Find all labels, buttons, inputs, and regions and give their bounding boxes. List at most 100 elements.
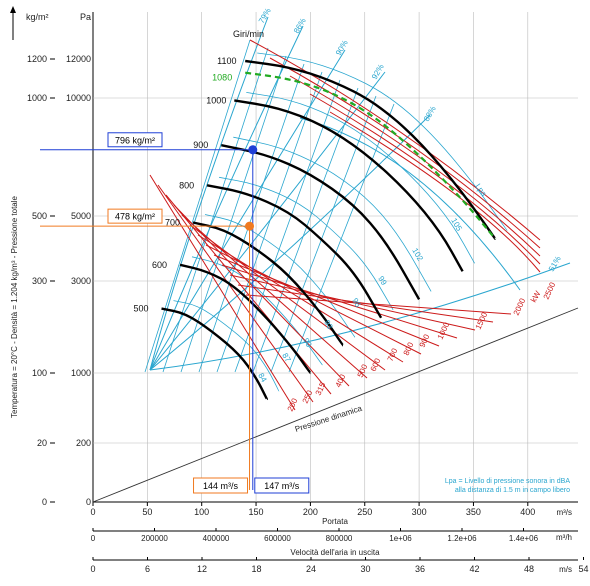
x3-tick-label: 18: [251, 564, 261, 574]
rpm-curve-label: 500: [133, 304, 148, 314]
op-point-marker: [248, 145, 258, 155]
x2-tick-label: 200000: [141, 534, 168, 543]
efficiency-curve: [149, 71, 386, 371]
outer-y-tick-label: 300: [32, 276, 47, 286]
x3-axis-label: Velocità dell'aria in uscita: [290, 548, 380, 557]
x3-tick-label: 24: [306, 564, 316, 574]
rpm-curve: [234, 99, 464, 272]
x3-tick-label: 30: [360, 564, 370, 574]
power-label: 250: [301, 388, 315, 404]
power-label: 900: [418, 332, 432, 348]
rpm-curve: [179, 263, 312, 375]
x-axis-unit: m³/s: [556, 508, 572, 517]
outer-y-tick-label: 100: [32, 368, 47, 378]
dynamic-pressure-line: [92, 307, 579, 503]
sound-curve: [191, 256, 323, 366]
op-flow-box: [193, 477, 249, 494]
x-tick-label: 0: [90, 507, 95, 517]
efficiency-label: 90%: [334, 39, 350, 57]
system-curve: [270, 95, 377, 373]
lpa-curve: [299, 117, 521, 291]
efficiency-curve: [149, 25, 304, 371]
op-pressure-box: [107, 208, 163, 224]
power-curve-upper: [249, 39, 541, 241]
power-curve: [245, 294, 512, 315]
inner-y-tick-label: 12000: [66, 54, 91, 64]
op-flow-box: [254, 477, 310, 494]
op-point-marker: [245, 221, 255, 231]
x3-tick-label: 42: [469, 564, 479, 574]
axes: [10, 6, 578, 503]
lpa-note-line2: alla distanza di 1.5 m in campo libero: [455, 487, 570, 494]
power-label: 800: [402, 340, 416, 356]
op-pressure-box: [107, 132, 163, 148]
system-curve: [288, 103, 395, 373]
efficiency-lines: [144, 16, 571, 392]
inner-y-tick-label: 200: [76, 438, 91, 448]
outer-y-tick-label: 0: [42, 497, 47, 507]
rpm-curve-label: 800: [179, 180, 194, 190]
x-tick-label: 250: [357, 507, 372, 517]
x2-tick-label: 400000: [203, 534, 230, 543]
rpm-curve-label: 600: [152, 260, 167, 270]
power-label: 700: [386, 346, 400, 362]
rpm-curve-label: 900: [193, 140, 208, 150]
x3-tick-label: 54: [578, 564, 588, 574]
sound-level-label: 96: [350, 297, 363, 310]
efficiency-curve: [149, 16, 269, 371]
efficiency-label: 86%: [292, 17, 308, 35]
x2-tick-label: 800000: [326, 534, 353, 543]
rpm-curve-label: 700: [165, 218, 180, 228]
rpm-1080-label: 1080: [212, 73, 232, 83]
operating-points: 796 kg/m² 147 m³/s 478 kg/m² 144 m³/s: [40, 132, 310, 494]
sound-curve: [219, 176, 394, 310]
power-label: 2000: [512, 296, 528, 316]
power-unit-label: kW: [529, 289, 543, 304]
x2-tick-label: 600000: [264, 534, 291, 543]
power-curve-upper: [269, 57, 541, 249]
outer-y-tick-label: 1200: [27, 54, 47, 64]
op-pressure-label: 796 kg/m²: [115, 135, 155, 145]
x-tick-label: 100: [194, 507, 209, 517]
outer-y-ticks: 1200 1000 500 300 100 20 0: [27, 54, 55, 507]
x-tick-label: 400: [520, 507, 535, 517]
rpm-curve-label: 1100: [217, 56, 236, 66]
y-axis-arrow-icon: [10, 6, 16, 13]
efficiency-label: 51%: [547, 255, 563, 273]
efficiency-label: 92%: [370, 63, 386, 81]
x3-tick-label: 48: [524, 564, 534, 574]
x3-tick-label: 36: [415, 564, 425, 574]
left-inner-unit: Pa: [80, 12, 91, 22]
inner-y-tick-label: 1000: [71, 368, 91, 378]
efficiency-label: 88%: [422, 105, 438, 123]
op-flow-label: 144 m³/s: [203, 481, 239, 491]
power-curve-upper: [289, 75, 541, 257]
rpm-curve: [245, 59, 497, 240]
system-curve: [180, 55, 287, 373]
efficiency-curve: [149, 114, 431, 371]
power-label: 315: [314, 380, 328, 396]
power-label: 400: [334, 372, 348, 388]
power-label: 1000: [436, 320, 452, 340]
rpm-curve: [206, 184, 383, 319]
inner-y-ticks: 12000 10000 5000 3000 1000 200 0: [66, 54, 91, 507]
inner-y-tick-label: 5000: [71, 211, 91, 221]
op-pressure-label: 478 kg/m²: [115, 212, 155, 222]
left-outer-unit: kg/m²: [26, 12, 49, 22]
power-curve-upper: [329, 111, 541, 273]
x2-tick-label: 1e+06: [389, 534, 412, 543]
x-axis-label: Portata: [322, 517, 348, 526]
rpm-curve-label: 1000: [206, 95, 226, 105]
x-tick-label: 150: [249, 507, 264, 517]
inner-y-tick-label: 3000: [71, 276, 91, 286]
x2-axis: 0 200000 400000 600000 800000 1e+06 1.2e+06 1.4…: [91, 528, 578, 543]
x3-tick-label: 6: [145, 564, 150, 574]
efficiency-curve: [149, 49, 346, 371]
outer-y-tick-label: 20: [37, 438, 47, 448]
power-label: 500: [356, 362, 370, 378]
outer-y-tick-label: 500: [32, 211, 47, 221]
x-tick-label: 350: [466, 507, 481, 517]
lpa-note-line1: Lpa = Livello di pressione sonora in dBA: [445, 478, 570, 485]
sound-curve: [204, 214, 356, 338]
